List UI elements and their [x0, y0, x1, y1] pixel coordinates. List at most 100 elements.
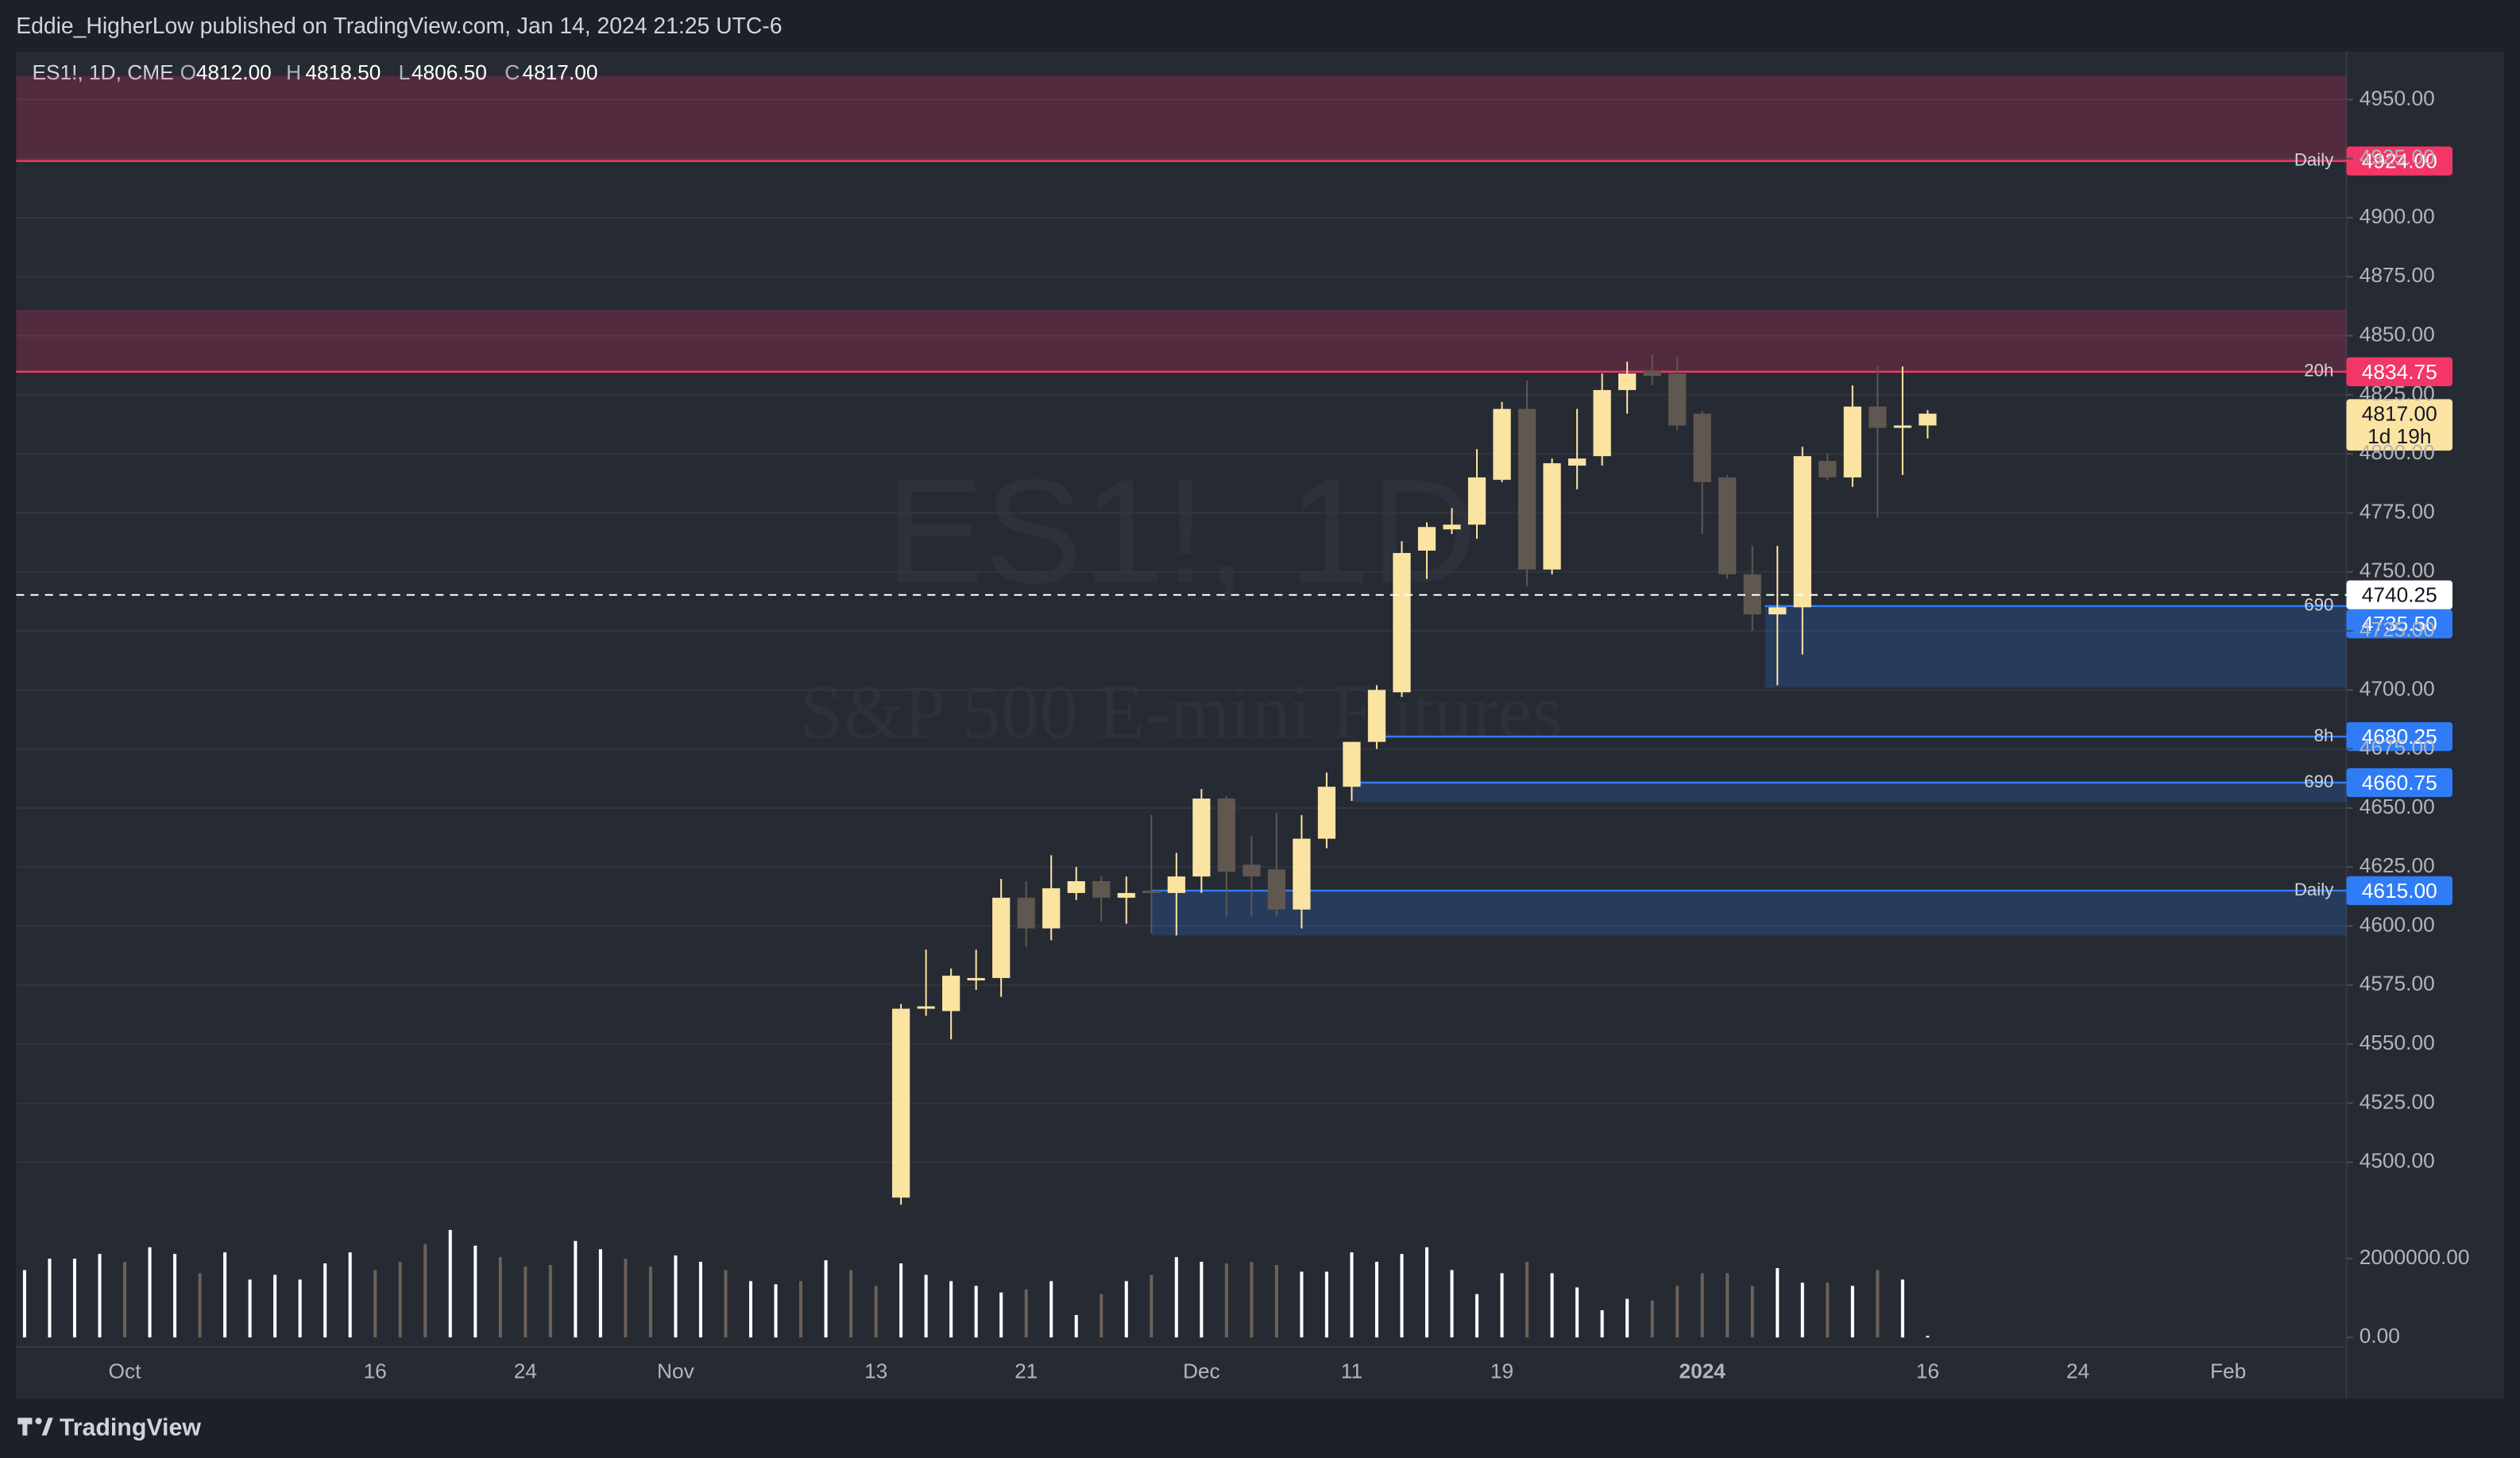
- y-tick-label: 4675.00: [2360, 736, 2435, 760]
- tv-logo: [17, 1417, 53, 1436]
- volume-bar: [423, 1243, 427, 1338]
- volume-bar: [1500, 1273, 1504, 1338]
- volume-bar: [1424, 1247, 1429, 1338]
- y-tick-label: 4650.00: [2360, 795, 2435, 818]
- watermark-description: S&P 500 E-mini Futures: [800, 670, 1562, 756]
- volume-bar: [173, 1254, 177, 1338]
- volume-bar: [1074, 1315, 1078, 1338]
- volume-bar: [548, 1265, 552, 1338]
- level-box: [2346, 146, 2453, 176]
- y-tick-label: 4575.00: [2360, 972, 2435, 996]
- volume-bar: [1274, 1265, 1278, 1338]
- volume-bar: [824, 1260, 828, 1338]
- candle-body: [1919, 413, 1937, 426]
- volume-bar: [1049, 1281, 1053, 1338]
- level-name: 8h: [2314, 725, 2334, 745]
- publisher: Eddie_HigherLow published on TradingView…: [16, 14, 782, 39]
- candle-body: [1818, 461, 1837, 478]
- volume-bar: [1600, 1310, 1604, 1338]
- volume-bar: [48, 1259, 52, 1338]
- volume-bar: [1525, 1262, 1529, 1338]
- x-tick-label: Feb: [2210, 1359, 2246, 1383]
- volume-bar: [849, 1270, 853, 1338]
- candle-body: [1869, 406, 1887, 428]
- volume-bar: [598, 1249, 602, 1338]
- volume-bar: [1926, 1336, 1930, 1338]
- zone: [16, 75, 2347, 161]
- volume-bar: [1150, 1274, 1154, 1338]
- x-tick-label: 16: [364, 1359, 387, 1383]
- legend-value: 4818.50: [305, 60, 381, 84]
- legend-value: 4817.00: [522, 60, 597, 84]
- volume-bar: [1876, 1270, 1880, 1338]
- x-tick-label: 24: [514, 1359, 537, 1383]
- volume-bar: [348, 1252, 352, 1338]
- volume-bar: [498, 1257, 502, 1338]
- x-tick-label: 19: [1490, 1359, 1513, 1383]
- y-tick-label: 4525.00: [2360, 1089, 2435, 1113]
- candle-body: [1543, 463, 1561, 570]
- legend-key: C: [504, 60, 520, 84]
- volume-bar: [674, 1255, 678, 1338]
- candle-body: [1768, 607, 1787, 615]
- x-tick-label: 16: [1916, 1359, 1939, 1383]
- y-tick-label: 4700.00: [2360, 676, 2435, 700]
- zone: [1151, 890, 2347, 936]
- x-tick-label: Nov: [657, 1359, 695, 1383]
- candle-body: [1343, 741, 1361, 787]
- candle-body: [1718, 477, 1737, 574]
- x-tick-label: Oct: [109, 1359, 142, 1383]
- volume-bar: [1776, 1268, 1780, 1338]
- volume-bar: [148, 1247, 152, 1338]
- y-tick-label: 4600.00: [2360, 912, 2435, 936]
- candle-body: [1618, 373, 1637, 390]
- candle-body: [1117, 892, 1135, 898]
- level-label: 4924.00: [2362, 149, 2437, 173]
- candle-body: [1042, 888, 1061, 929]
- volume-bar: [298, 1279, 302, 1338]
- volume-bar: [323, 1263, 327, 1338]
- candle-body: [992, 897, 1011, 978]
- volume-bar: [1550, 1273, 1554, 1338]
- volume-bar: [949, 1281, 953, 1338]
- candle-body: [1367, 690, 1386, 742]
- candle-body: [1167, 876, 1185, 893]
- level-name: 690: [2304, 595, 2333, 615]
- candle-body: [1443, 524, 1461, 530]
- legend-key: L: [399, 60, 411, 84]
- y-tick-label: 4900.00: [2360, 204, 2435, 228]
- candle-body: [1317, 787, 1336, 839]
- candle-body: [1192, 799, 1211, 877]
- volume-bar: [1200, 1262, 1204, 1338]
- level-box: [2346, 609, 2453, 639]
- candle-body: [967, 977, 985, 980]
- last-price-label: 4817.00: [2362, 402, 2437, 426]
- y-tick-label: 4950.00: [2360, 86, 2435, 110]
- y-tick-label: 4825.00: [2360, 381, 2435, 405]
- candle-body: [1793, 456, 1811, 608]
- dashed-line-label: 4740.25: [2362, 583, 2437, 607]
- candle-body: [1067, 881, 1085, 893]
- candle-body: [1517, 408, 1536, 570]
- volume-bar: [373, 1270, 377, 1338]
- legend-value: 4812.00: [196, 60, 272, 84]
- y-tick-label: 4725.00: [2360, 617, 2435, 641]
- volume-bar: [1900, 1279, 1904, 1338]
- volume-bar: [1800, 1282, 1804, 1338]
- candle-body: [1092, 881, 1111, 898]
- plot-pane: Daily 20h 690 8h 690 Daily: [16, 75, 2347, 1338]
- level-box: [2346, 357, 2453, 387]
- volume-bar: [874, 1286, 878, 1338]
- x-tick-label: 21: [1015, 1359, 1038, 1383]
- x-tick-label: 11: [1341, 1359, 1362, 1383]
- y-tick-label: 4925.00: [2360, 145, 2435, 169]
- volume-bar: [22, 1270, 26, 1338]
- y-tick-label: 4800.00: [2360, 440, 2435, 464]
- candle-body: [1643, 371, 1661, 377]
- y-tick-label: 4850.00: [2360, 322, 2435, 346]
- candle-body: [1017, 897, 1035, 929]
- volume-bar: [748, 1281, 753, 1338]
- candle-body: [1668, 373, 1687, 426]
